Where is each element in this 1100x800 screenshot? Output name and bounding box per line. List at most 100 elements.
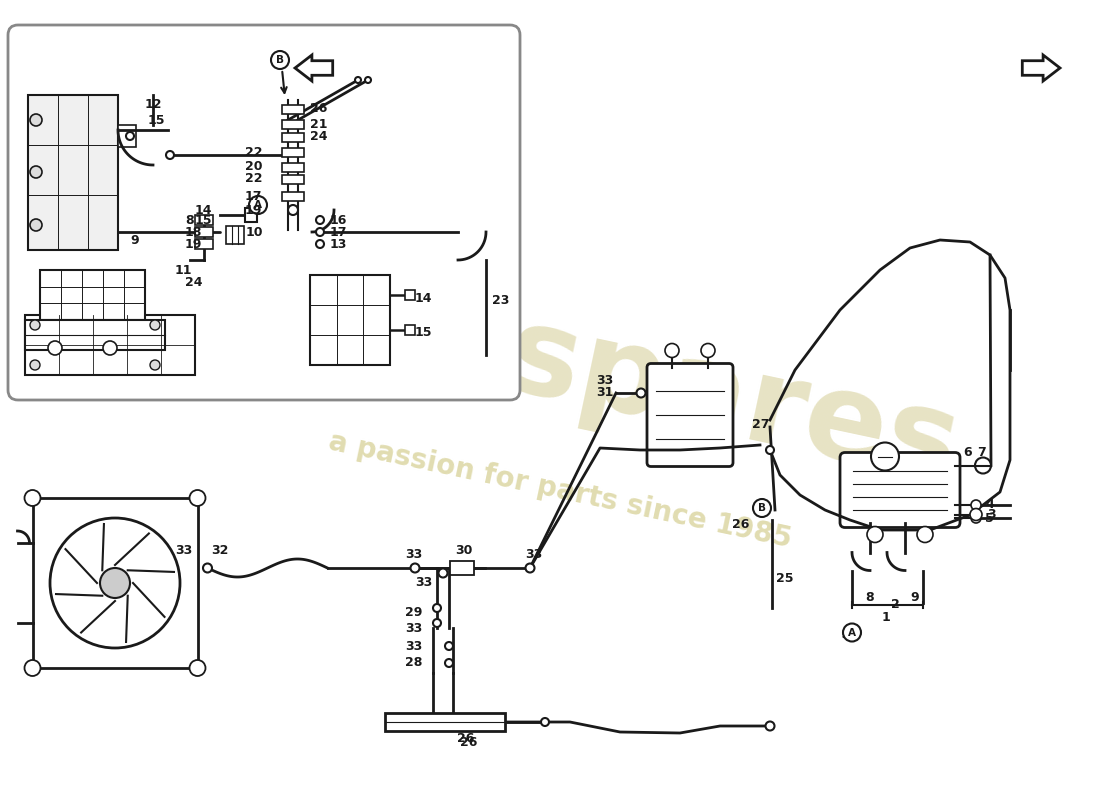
Circle shape [760, 506, 768, 514]
Text: a passion for parts since 1985: a passion for parts since 1985 [326, 427, 794, 553]
Polygon shape [295, 55, 332, 81]
Text: 23: 23 [492, 294, 509, 306]
Text: 17: 17 [244, 190, 262, 202]
Circle shape [666, 343, 679, 358]
Circle shape [433, 604, 441, 612]
Circle shape [249, 196, 267, 214]
Circle shape [166, 151, 174, 159]
Text: 32: 32 [211, 543, 229, 557]
Circle shape [189, 490, 206, 506]
Circle shape [24, 490, 41, 506]
FancyBboxPatch shape [226, 226, 244, 244]
Text: 3: 3 [987, 508, 996, 521]
Text: 17: 17 [330, 226, 348, 238]
Circle shape [871, 442, 899, 470]
Circle shape [316, 240, 324, 248]
Bar [25, 320, 165, 350]
Bar [118, 125, 136, 147]
Text: 15: 15 [148, 114, 165, 126]
Text: 7: 7 [977, 446, 986, 459]
Circle shape [50, 518, 180, 648]
Bar [33, 498, 198, 668]
Circle shape [271, 51, 289, 69]
Text: 33: 33 [415, 577, 432, 590]
FancyBboxPatch shape [25, 315, 195, 375]
Text: 26: 26 [460, 737, 477, 750]
Text: 8: 8 [185, 214, 194, 226]
Text: A: A [254, 200, 262, 210]
Bar [282, 120, 304, 129]
Circle shape [48, 341, 62, 355]
Circle shape [701, 343, 715, 358]
Text: 25: 25 [776, 571, 793, 585]
Circle shape [446, 659, 453, 667]
Bar [405, 290, 415, 300]
Text: 6: 6 [962, 446, 971, 459]
Text: 33: 33 [525, 547, 542, 561]
Circle shape [103, 341, 117, 355]
Circle shape [24, 660, 41, 676]
Circle shape [446, 642, 453, 650]
Text: 19: 19 [244, 203, 262, 217]
Text: 14: 14 [415, 291, 432, 305]
Text: 22: 22 [244, 173, 262, 186]
Circle shape [189, 660, 206, 676]
Text: 8: 8 [865, 591, 873, 604]
Bar [40, 270, 145, 320]
Circle shape [766, 722, 774, 730]
Circle shape [204, 563, 212, 573]
Text: 26: 26 [310, 102, 328, 115]
FancyBboxPatch shape [310, 275, 390, 365]
Circle shape [30, 114, 42, 126]
Bar [282, 148, 304, 157]
Bar [282, 133, 304, 142]
Circle shape [766, 446, 774, 454]
Bar [195, 239, 213, 249]
Circle shape [150, 320, 160, 330]
Text: 4: 4 [984, 498, 993, 511]
Circle shape [754, 499, 771, 517]
Text: 22: 22 [244, 146, 262, 158]
Circle shape [526, 563, 535, 573]
Bar [245, 208, 257, 222]
Text: 30: 30 [455, 545, 472, 558]
Text: 24: 24 [185, 275, 202, 289]
Circle shape [867, 526, 883, 542]
Text: A: A [848, 627, 856, 638]
Text: 33: 33 [405, 622, 422, 634]
Text: 14: 14 [195, 203, 212, 217]
Circle shape [316, 216, 324, 224]
Circle shape [637, 389, 646, 398]
Text: 18: 18 [185, 226, 202, 238]
Bar [195, 215, 213, 225]
Text: 5: 5 [984, 511, 993, 525]
Text: 19: 19 [185, 238, 202, 250]
Circle shape [30, 219, 42, 231]
Text: 29: 29 [405, 606, 422, 619]
Circle shape [843, 623, 861, 642]
Circle shape [541, 718, 549, 726]
Bar [282, 105, 304, 114]
Text: 9: 9 [910, 591, 918, 604]
FancyBboxPatch shape [8, 25, 520, 400]
Text: 2: 2 [891, 598, 900, 611]
Circle shape [30, 166, 42, 178]
Text: 1: 1 [882, 611, 891, 624]
FancyBboxPatch shape [840, 453, 960, 527]
Text: 13: 13 [330, 238, 348, 250]
Text: 33: 33 [405, 639, 422, 653]
Circle shape [970, 509, 982, 521]
Text: eurospares: eurospares [190, 233, 970, 507]
Circle shape [316, 228, 324, 236]
Circle shape [433, 619, 441, 627]
Text: 33: 33 [176, 543, 192, 557]
Circle shape [30, 320, 40, 330]
Bar [282, 175, 304, 184]
Circle shape [439, 569, 448, 578]
Text: 9: 9 [130, 234, 139, 246]
Bar [195, 227, 213, 237]
Text: 21: 21 [310, 118, 328, 130]
Text: 31: 31 [596, 386, 614, 399]
Circle shape [355, 77, 361, 83]
Circle shape [150, 360, 160, 370]
